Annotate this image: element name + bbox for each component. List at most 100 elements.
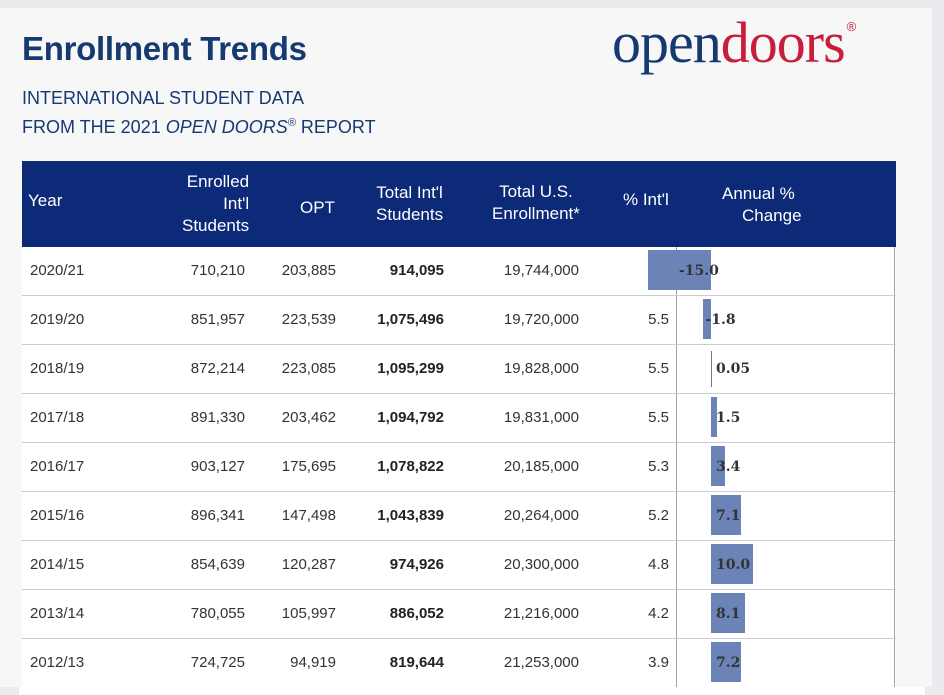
enrolled-cell: 891,330 [190,409,245,426]
pct-intl-cell: 5.5 [648,360,669,377]
subtitle-report-name: OPEN DOORS [165,117,288,137]
col-total-intl: Total Int'l Students [376,182,443,226]
table-row: 2014/15 854,639 120,287 974,926 20,300,000 4.… [22,541,896,590]
col-enrolled-line-2: Int'l [223,194,250,213]
enrolled-cell: 851,957 [190,311,245,328]
opendoors-logo: opendoors ® [612,14,857,72]
annual-change-bar [711,642,742,682]
pct-intl-cell: 4.8 [648,556,669,573]
col-total-us: Total U.S. Enrollment* [492,181,580,225]
total-intl-cell: 1,075,496 [377,311,444,328]
col-opt: OPT [300,198,335,217]
col-total-intl-line-1: Total Int'l [376,183,443,202]
opt-cell: 147,498 [281,507,336,524]
annual-change-label: 10.0 [716,557,751,573]
col-annual-change-line-1: Annual % [722,184,795,203]
enrolled-cell: 724,725 [190,654,245,671]
total-us-cell: 19,744,000 [503,262,579,279]
opt-cell: 223,539 [281,311,336,328]
col-enrolled-line-1: Enrolled [186,172,250,191]
annual-change-chart-cell: 8.1 [676,590,895,638]
annual-change-label: 1.5 [716,410,741,426]
annual-change-bar [711,544,753,584]
col-total-us-line-1: Total U.S. [499,182,573,201]
subtitle-line-2: FROM THE 2021 OPEN DOORS® REPORT [22,111,376,140]
opt-cell: 223,085 [281,360,336,377]
total-us-cell: 20,185,000 [503,458,579,475]
year-cell: 2014/15 [30,556,85,573]
table-row: 2016/17 903,127 175,695 1,078,822 20,185,000… [22,443,896,492]
annual-change-chart-cell: 3.4 [676,443,895,491]
pct-intl-cell: 5.5 [648,311,669,328]
opt-cell: 120,287 [281,556,336,573]
total-intl-cell: 914,095 [389,262,444,279]
annual-change-label: 7.1 [716,508,741,524]
opt-cell: 203,885 [281,262,336,279]
enrollment-table: Year Enrolled Int'l Students OPT Total I… [22,161,896,688]
opt-cell: 94,919 [290,654,336,671]
annual-change-chart-cell: -1.8 [676,296,895,344]
col-total-us-line-2: Enrollment* [492,204,580,223]
table-body: 2020/21 710,210 203,885 914,095 19,744,000 4.… [22,247,896,688]
registered-mark: ® [287,117,296,129]
table-header: Year Enrolled Int'l Students OPT Total I… [22,161,896,247]
annual-change-bar [711,495,741,535]
subtitle-line-1: INTERNATIONAL STUDENT DATA [22,88,305,108]
bottom-strip [19,687,925,695]
year-cell: 2013/14 [30,605,85,622]
opt-cell: 105,997 [281,605,336,622]
pct-intl-cell: 5.5 [648,409,669,426]
pct-intl-cell: 5.2 [648,507,669,524]
total-us-cell: 20,264,000 [503,507,579,524]
annual-change-label: 8.1 [716,606,741,622]
opt-cell: 203,462 [281,409,336,426]
annual-change-bar [711,446,726,486]
enrolled-cell: 710,210 [190,262,245,279]
page-title: Enrollment Trends [22,30,307,67]
year-cell: 2015/16 [30,507,85,524]
table-row: 2015/16 896,341 147,498 1,043,839 20,264,000… [22,492,896,541]
opt-cell: 175,695 [281,458,336,475]
col-total-intl-line-2: Students [376,205,444,224]
annual-change-bar [711,351,712,387]
col-annual-change: Annual % Change [722,183,802,227]
year-cell: 2012/13 [30,654,85,671]
annual-change-chart-cell: -15.0 [648,247,895,295]
total-intl-cell: 819,644 [389,654,444,671]
subtitle-pre: FROM THE 2021 [22,117,161,137]
report-subtitle: INTERNATIONAL STUDENT DATA FROM THE 2021… [22,86,376,140]
table-row: 2018/19 872,214 223,085 1,095,299 19,828,000… [22,345,896,394]
annual-change-bar [711,397,718,437]
total-intl-cell: 886,052 [389,605,444,622]
year-cell: 2020/21 [30,262,85,279]
annual-change-label: -15.0 [679,263,719,279]
year-cell: 2018/19 [30,360,85,377]
pct-intl-cell: 5.3 [648,458,669,475]
col-enrolled-line-3: Students [182,216,250,235]
table-row: 2013/14 780,055 105,997 886,052 21,216,000 4.… [22,590,896,639]
table-row: 2017/18 891,330 203,462 1,094,792 19,831,000… [22,394,896,443]
logo-registered-mark: ® [846,19,857,34]
enrolled-cell: 903,127 [190,458,245,475]
enrolled-cell: 854,639 [190,556,245,573]
col-enrolled: Enrolled Int'l Students [182,171,249,237]
total-intl-cell: 1,094,792 [377,409,444,426]
report-panel: Enrollment Trends INTERNATIONAL STUDENT … [0,8,932,695]
total-intl-cell: 1,095,299 [377,360,444,377]
annual-change-bar [648,250,711,290]
col-year: Year [28,191,63,210]
pct-intl-cell: 4.2 [648,605,669,622]
total-us-cell: 19,720,000 [503,311,579,328]
table-row: 2020/21710,210203,885914,09519,744,0004.… [22,247,896,296]
year-cell: 2016/17 [30,458,85,475]
table-row: 2019/20 851,957 223,539 1,075,496 19,720,000… [22,296,896,345]
enrolled-cell: 872,214 [190,360,245,377]
annual-change-bar [711,593,746,633]
logo-doors: doors [720,10,846,75]
total-us-cell: 20,300,000 [503,556,579,573]
col-pct-intl: % Int'l [623,190,669,209]
year-cell: 2019/20 [30,311,85,328]
enrolled-cell: 896,341 [190,507,245,524]
annual-change-chart-cell: 7.1 [676,492,895,540]
annual-change-label: 3.4 [716,459,741,475]
